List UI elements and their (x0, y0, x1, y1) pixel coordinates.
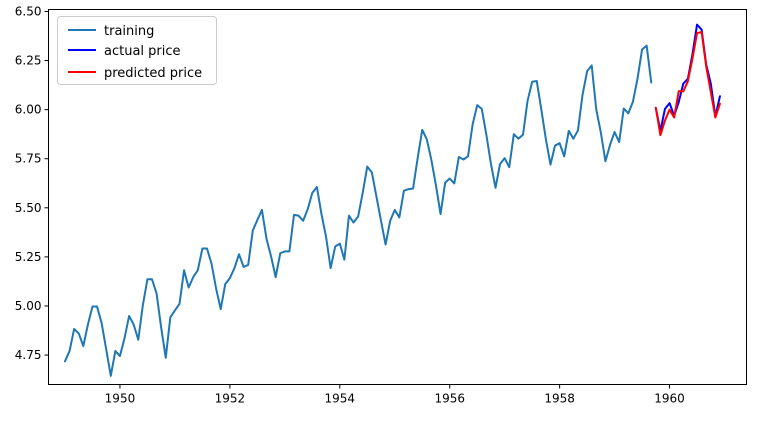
series-layer (63, 23, 721, 377)
series-line-predicted-price (654, 31, 721, 137)
y-tick-label: 4.75 (15, 348, 42, 362)
y-tick-label: 5.25 (15, 250, 42, 264)
legend-label-predicted-price: predicted price (104, 66, 202, 81)
x-tick-label: 1954 (325, 392, 356, 406)
y-tick-label: 5.50 (15, 201, 42, 215)
y-tick-label: 5.75 (15, 152, 42, 166)
y-tick-label: 5.00 (15, 299, 42, 313)
y-axis: 4.75 5.00 5.25 5.50 5.75 6.00 6.25 6.50 (15, 4, 49, 362)
series-line-training (63, 44, 653, 377)
x-tick-label: 1960 (654, 392, 685, 406)
legend-label-training: training (104, 24, 154, 39)
legend: training actual price predicted price (57, 16, 217, 85)
legend-box (57, 16, 217, 85)
x-tick-label: 1952 (215, 392, 246, 406)
x-tick-label: 1950 (105, 392, 136, 406)
y-tick-label: 6.25 (15, 54, 42, 68)
x-tick-label: 1958 (544, 392, 575, 406)
x-axis: 1950 1952 1954 1956 1958 1960 (105, 384, 685, 406)
y-tick-label: 6.50 (15, 4, 42, 18)
x-tick-label: 1956 (434, 392, 465, 406)
legend-label-actual-price: actual price (104, 44, 181, 59)
y-tick-label: 6.00 (15, 103, 42, 117)
